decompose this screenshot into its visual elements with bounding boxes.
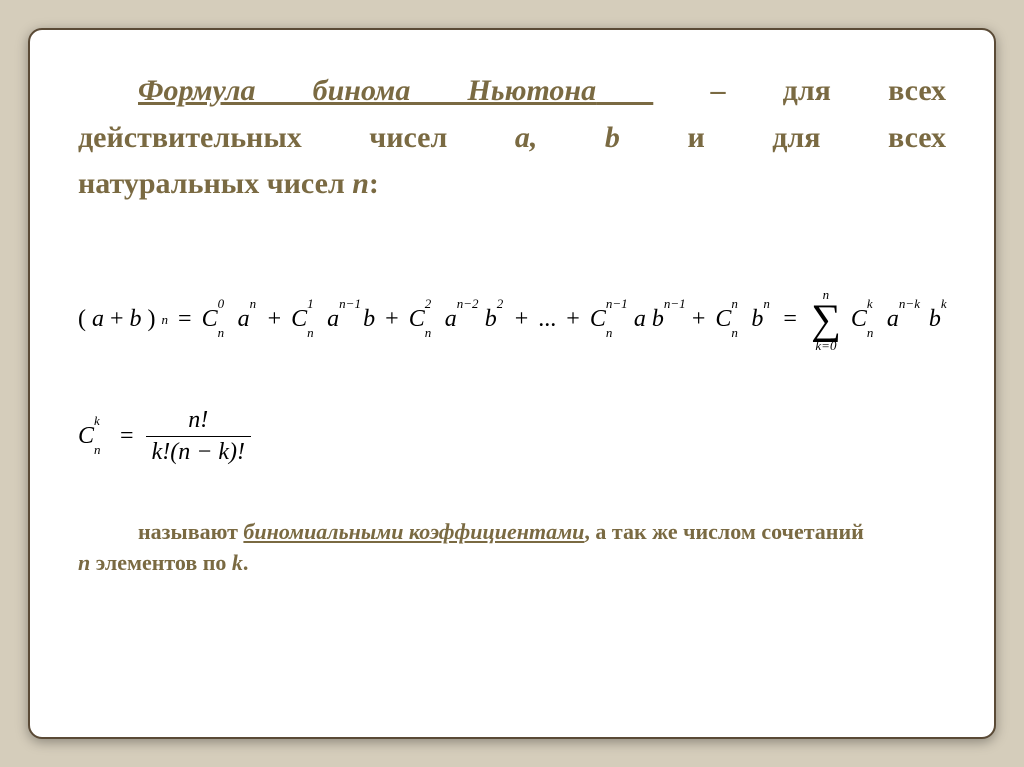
heading-line1-rest: для всех — [783, 74, 946, 107]
heading-title: Формула бинома Ньютона — [138, 74, 596, 107]
heading-var-n: n — [352, 167, 369, 200]
coefficient-formula: Ckn = n! k!(n − k)! — [78, 407, 946, 466]
footer-emph: биномиальными коэффициентами — [243, 519, 584, 544]
footer-text: называют биномиальными коэффициентами, а… — [78, 516, 946, 580]
heading-colon: : — [369, 167, 379, 200]
heading-line2: действительных чисел — [78, 121, 447, 154]
fraction: n! k!(n − k)! — [146, 407, 251, 466]
heading: Формула бинома Ньютона – для всех действ… — [78, 68, 946, 208]
heading-dash: – — [710, 74, 725, 107]
binomial-formula: (a + b)n = C0n an + C1n an−1 b + C2n an−… — [78, 288, 946, 352]
sigma-symbol: n ∑ k=0 — [811, 288, 841, 352]
heading-line3a: натуральных чисел — [78, 167, 345, 200]
heading-vars: a, b — [515, 121, 620, 154]
heading-line2-rest: и для всех — [687, 121, 946, 154]
slide-card: Формула бинома Ньютона – для всех действ… — [28, 28, 996, 739]
